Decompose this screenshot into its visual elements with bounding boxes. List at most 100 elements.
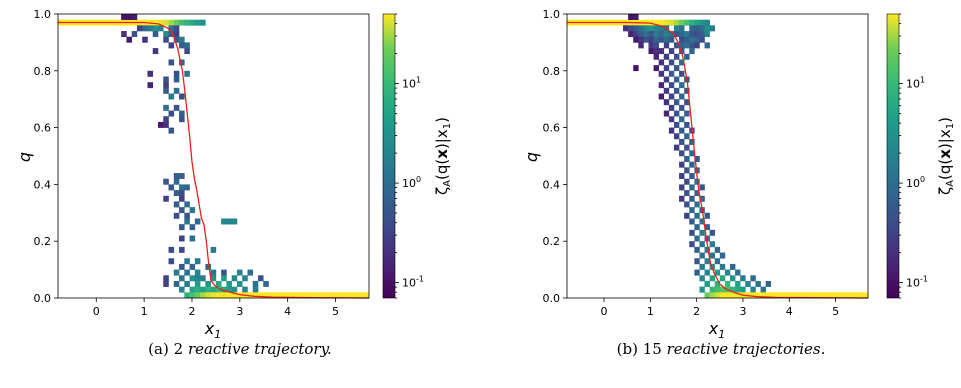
heatmap-cell <box>653 36 659 43</box>
heatmap-cell <box>750 286 756 293</box>
heatmap-cell <box>163 36 169 43</box>
heatmap-cell <box>163 76 169 83</box>
heatmap-cell <box>215 292 222 299</box>
heatmap-cell <box>673 31 680 38</box>
colorbar-tick-label: 100 <box>402 175 421 190</box>
heatmap-cell <box>801 292 807 299</box>
heatmap-cell <box>668 93 675 100</box>
heatmap-cell <box>862 292 868 299</box>
heatmap-cell <box>704 235 710 242</box>
heatmap-cell <box>714 269 721 276</box>
x-ticks-a: 0 1 2 3 4 5 <box>93 298 339 318</box>
heatmap-cell <box>136 25 143 32</box>
heatmap-cell <box>205 286 211 293</box>
heatmap-cell <box>163 275 169 282</box>
heatmap-cell <box>668 59 675 66</box>
x-tick-label: 4 <box>284 305 291 318</box>
heatmap-cell <box>633 65 639 72</box>
heatmap-cell <box>730 263 736 270</box>
colorbar-tick-label: 101 <box>906 76 925 91</box>
heatmap-cell <box>735 286 741 293</box>
heatmap-cell <box>831 292 838 299</box>
heatmap-cell <box>836 292 843 299</box>
heatmap-cell <box>273 292 280 299</box>
heatmap-cell <box>673 19 680 26</box>
heatmap-cell <box>730 275 736 282</box>
heatmap-cell <box>689 241 695 248</box>
heatmap-cell <box>231 218 238 225</box>
heatmap-cell <box>189 263 196 270</box>
heatmap-cell <box>673 121 680 128</box>
heatmap-cell <box>679 104 685 111</box>
heatmap-cell <box>189 19 196 26</box>
heatmap-cell <box>310 292 317 299</box>
heatmap-cell <box>331 292 338 299</box>
colorbar-tick-label: 10-1 <box>402 275 424 290</box>
heatmap-cell <box>231 286 238 293</box>
heatmap-cell <box>852 292 858 299</box>
heatmap-cell <box>163 116 169 123</box>
heatmap-cell <box>210 286 217 293</box>
heatmap-cell <box>679 93 685 100</box>
heatmap-cell <box>699 19 705 26</box>
heatmap-cell <box>163 31 169 38</box>
heatmap-cell <box>194 286 201 293</box>
heatmap-cell <box>163 178 169 185</box>
heatmap-cell <box>152 48 159 55</box>
heatmap-cell <box>826 292 833 299</box>
heatmap-cell <box>163 19 169 26</box>
heatmap-cell <box>194 275 201 282</box>
heatmap-cell <box>663 42 670 49</box>
heatmap-cell <box>226 292 232 299</box>
heatmap-cell <box>168 93 175 100</box>
heatmap-cell <box>658 25 665 32</box>
heatmap-cell <box>168 110 175 117</box>
heatmap-cell <box>765 280 772 287</box>
heatmap-cell <box>633 14 639 20</box>
heatmap-cell <box>689 184 695 191</box>
heatmap-cell <box>173 36 180 43</box>
heatmap-cell <box>147 82 154 89</box>
heatmap-cell <box>689 150 695 157</box>
y-tick-label: 0.0 <box>543 292 561 305</box>
heatmap-cell <box>684 167 690 174</box>
heatmap-cell <box>735 292 741 299</box>
heatmap-cell <box>709 292 716 299</box>
heatmap-cell <box>173 190 180 197</box>
heatmap-cell <box>699 263 705 270</box>
x-tick-label: 1 <box>141 305 148 318</box>
heatmap-cell <box>184 218 190 225</box>
heatmap-cell <box>184 42 190 49</box>
heatmap-cell <box>673 133 680 140</box>
heatmap-cell <box>816 292 822 299</box>
heatmap-cell <box>242 275 248 282</box>
heatmap-cell <box>724 269 731 276</box>
colorbar-tick-label: 100 <box>906 175 925 190</box>
heatmap-cell <box>658 48 665 55</box>
heatmap-cell <box>750 275 756 282</box>
x-tick-label: 4 <box>786 305 793 318</box>
heatmap-cell <box>326 292 332 299</box>
heatmap-cell <box>709 241 716 248</box>
heatmap-cell <box>724 292 731 299</box>
heatmap-cell <box>821 292 828 299</box>
heatmap-cell <box>173 70 180 77</box>
heatmap-cell <box>289 292 296 299</box>
heatmap-cell <box>147 70 154 77</box>
heatmap-cell <box>673 87 680 94</box>
heatmap-cell <box>210 269 217 276</box>
heatmap-cell <box>719 263 726 270</box>
heatmap-cell <box>189 224 196 231</box>
heatmap-cell <box>179 110 185 117</box>
heatmap-cell <box>142 36 148 43</box>
heatmap-cell <box>658 93 665 100</box>
heatmap-cell <box>684 36 690 43</box>
heatmap-cell <box>704 212 710 219</box>
heatmap-cell <box>194 269 201 276</box>
heatmap-cell <box>194 292 201 299</box>
heatmap-cell <box>173 76 180 83</box>
colorbar-b <box>886 13 900 299</box>
plot-frame-a <box>57 13 370 299</box>
caption-a-text: reactive trajectory. <box>187 340 332 358</box>
